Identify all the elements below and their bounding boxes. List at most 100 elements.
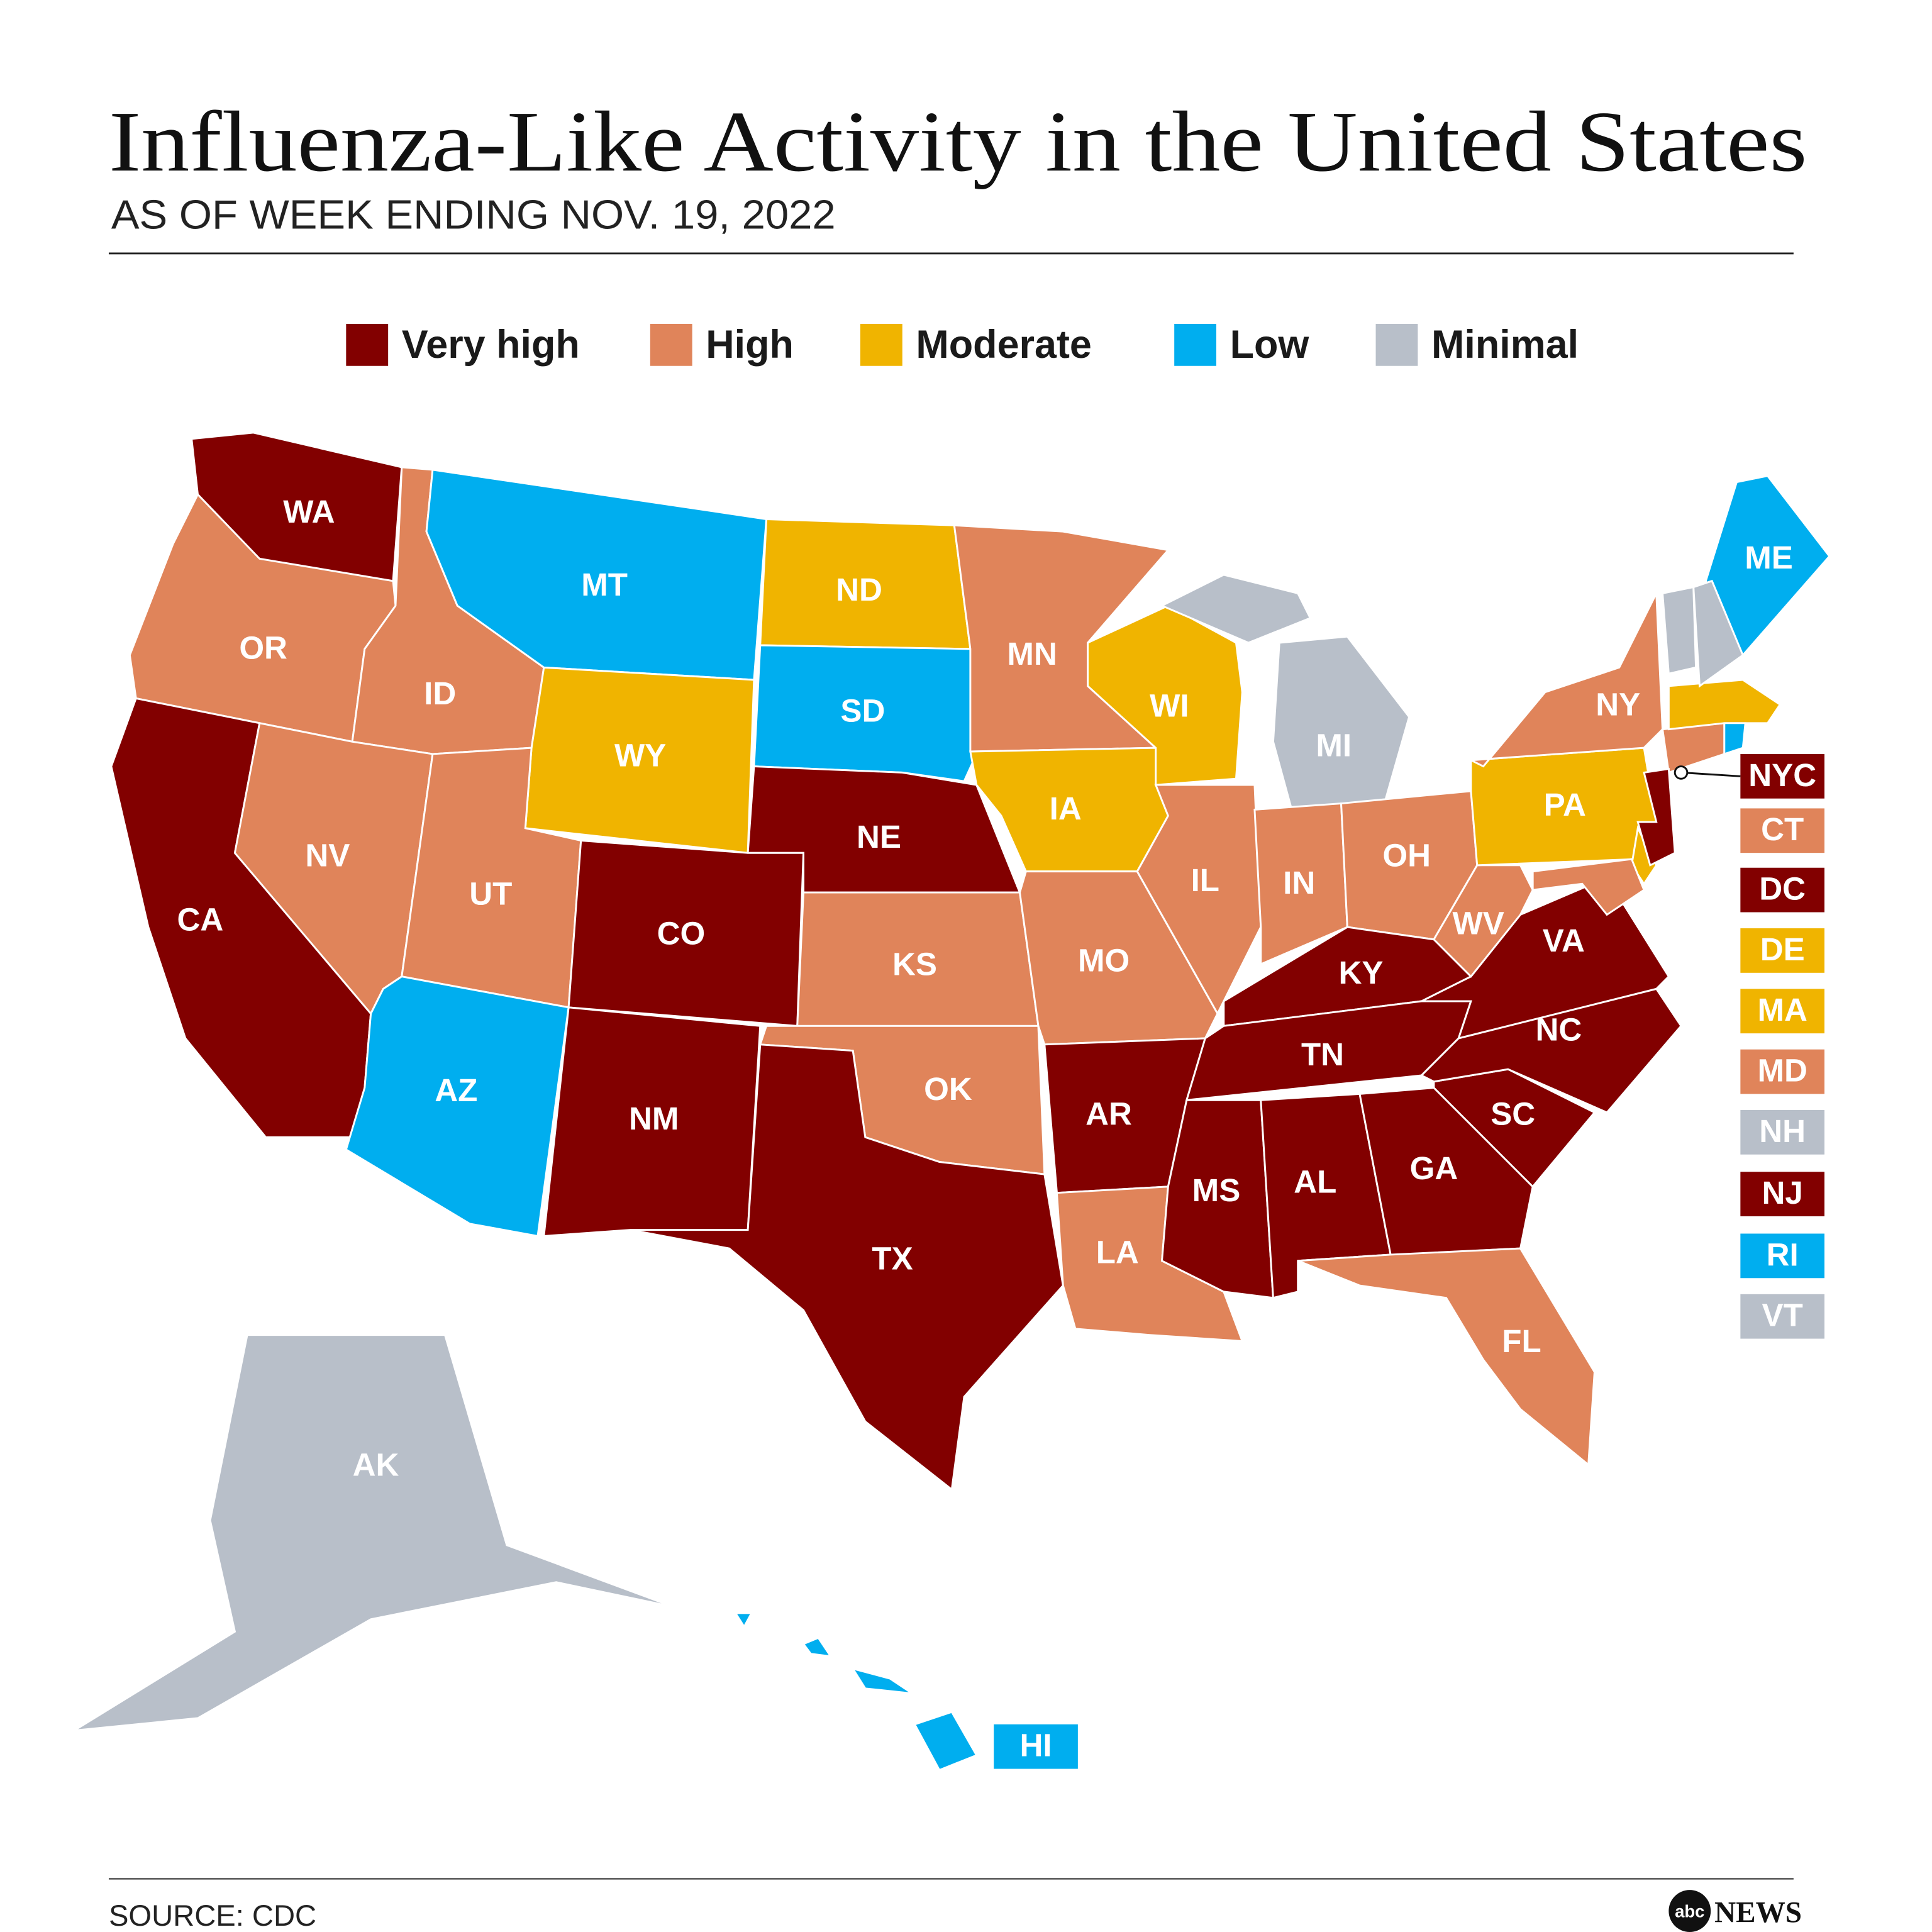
state-label: OH [1382,838,1431,874]
state-label: NV [305,838,350,874]
legend-label: Low [1230,323,1310,367]
logo-mark: abc [1675,1901,1704,1921]
state-box [1740,808,1825,853]
state-label: WA [283,494,335,530]
state-shape [630,1043,1064,1492]
state-label: MS [1192,1172,1241,1208]
state-label: DE [1760,931,1805,967]
state-label: NYC [1748,757,1816,793]
state-label: PA [1544,787,1586,823]
callout-line [1680,771,1741,777]
state-shape [802,1636,833,1658]
legend-label: Moderate [916,323,1092,367]
state-label: MO [1078,943,1130,979]
state-shape [1636,767,1676,867]
state-shape [1297,1247,1596,1467]
state-label: CA [177,902,224,938]
state-shape [345,975,570,1238]
state-label: TX [872,1240,913,1276]
state-label: MT [581,567,628,602]
state-label: AL [1294,1163,1336,1199]
state-box [1740,928,1825,973]
state-label: HI [1020,1728,1052,1763]
state-label: WV [1453,906,1504,941]
legend: Very high High Moderate Low Minimal [346,323,1579,367]
state-label: MI [1316,728,1352,763]
state-label: ND [836,572,882,608]
state-shape [1661,722,1726,774]
source: SOURCE: CDC [109,1899,316,1932]
legend-label: High [706,323,794,367]
state-label: AZ [435,1072,477,1108]
state-box [1740,1233,1825,1279]
state-label: KY [1338,955,1383,991]
legend-swatch [1375,323,1418,366]
state-label: GA [1410,1150,1458,1186]
subtitle: AS OF WEEK ENDING NOV. 19, 2022 [111,192,836,238]
state-box [1740,753,1825,799]
state-box [994,1724,1078,1769]
state-label: IN [1283,865,1315,901]
state-label: TN [1301,1036,1344,1072]
state-label: CO [657,915,706,951]
state-label: FL [1502,1323,1541,1359]
state-shape [1723,722,1746,755]
state-label: UT [469,875,512,911]
state-label: WI [1150,688,1189,724]
state-label: IL [1191,862,1219,898]
states [74,431,1831,1772]
state-shape [1467,589,1664,768]
state-label: IA [1050,791,1082,826]
logo-text: NEWS [1714,1896,1802,1929]
state-shape [524,666,755,854]
state-label: RI [1767,1236,1799,1272]
state-label: NM [629,1101,679,1136]
state-label: ID [424,675,456,711]
state-shape [733,1612,753,1629]
state-shape [1272,635,1411,811]
state-label: ME [1745,540,1793,575]
state-label: AR [1085,1096,1132,1131]
state-label: WY [614,737,666,773]
state-box [1740,1172,1825,1217]
state-box [1740,1109,1825,1155]
state-shape [1136,784,1262,1016]
legend-label: Minimal [1431,323,1579,367]
state-box [1740,867,1825,913]
state-label: KS [892,946,937,982]
state-label: MA [1757,992,1807,1028]
state-label: SC [1491,1096,1535,1131]
state-box [1740,989,1825,1034]
state-shape [913,1711,978,1772]
state-label: LA [1096,1234,1139,1270]
state-label: NE [857,819,901,855]
state-shape [1531,858,1645,916]
state-box [1740,1049,1825,1094]
state-label: SD [840,693,885,729]
state-label: NH [1759,1113,1806,1149]
state-shape [1661,586,1697,675]
legend-label: Very high [402,323,580,367]
title: Influenza-Like Activity in the United St… [109,93,1807,189]
state-label: MD [1757,1053,1807,1089]
state-shape [74,1334,674,1732]
state-label: NJ [1762,1175,1803,1211]
state-shape [1160,574,1312,644]
state-label: NC [1536,1012,1582,1048]
callout-dot [1674,765,1689,780]
state-box [1740,1294,1825,1339]
state-shape [850,1667,913,1695]
state-label: OR [239,630,287,665]
state-label: AK [353,1446,399,1482]
state-label: CT [1761,811,1804,847]
legend-swatch [860,323,902,366]
state-shape [1667,679,1782,731]
state-shape [1692,579,1745,688]
legend-swatch [346,323,389,366]
legend-swatch [1174,323,1217,366]
state-label: NY [1596,687,1640,723]
logo-circle [1668,1890,1711,1932]
state-label: DC [1759,871,1806,907]
state-label: VA [1543,923,1585,958]
